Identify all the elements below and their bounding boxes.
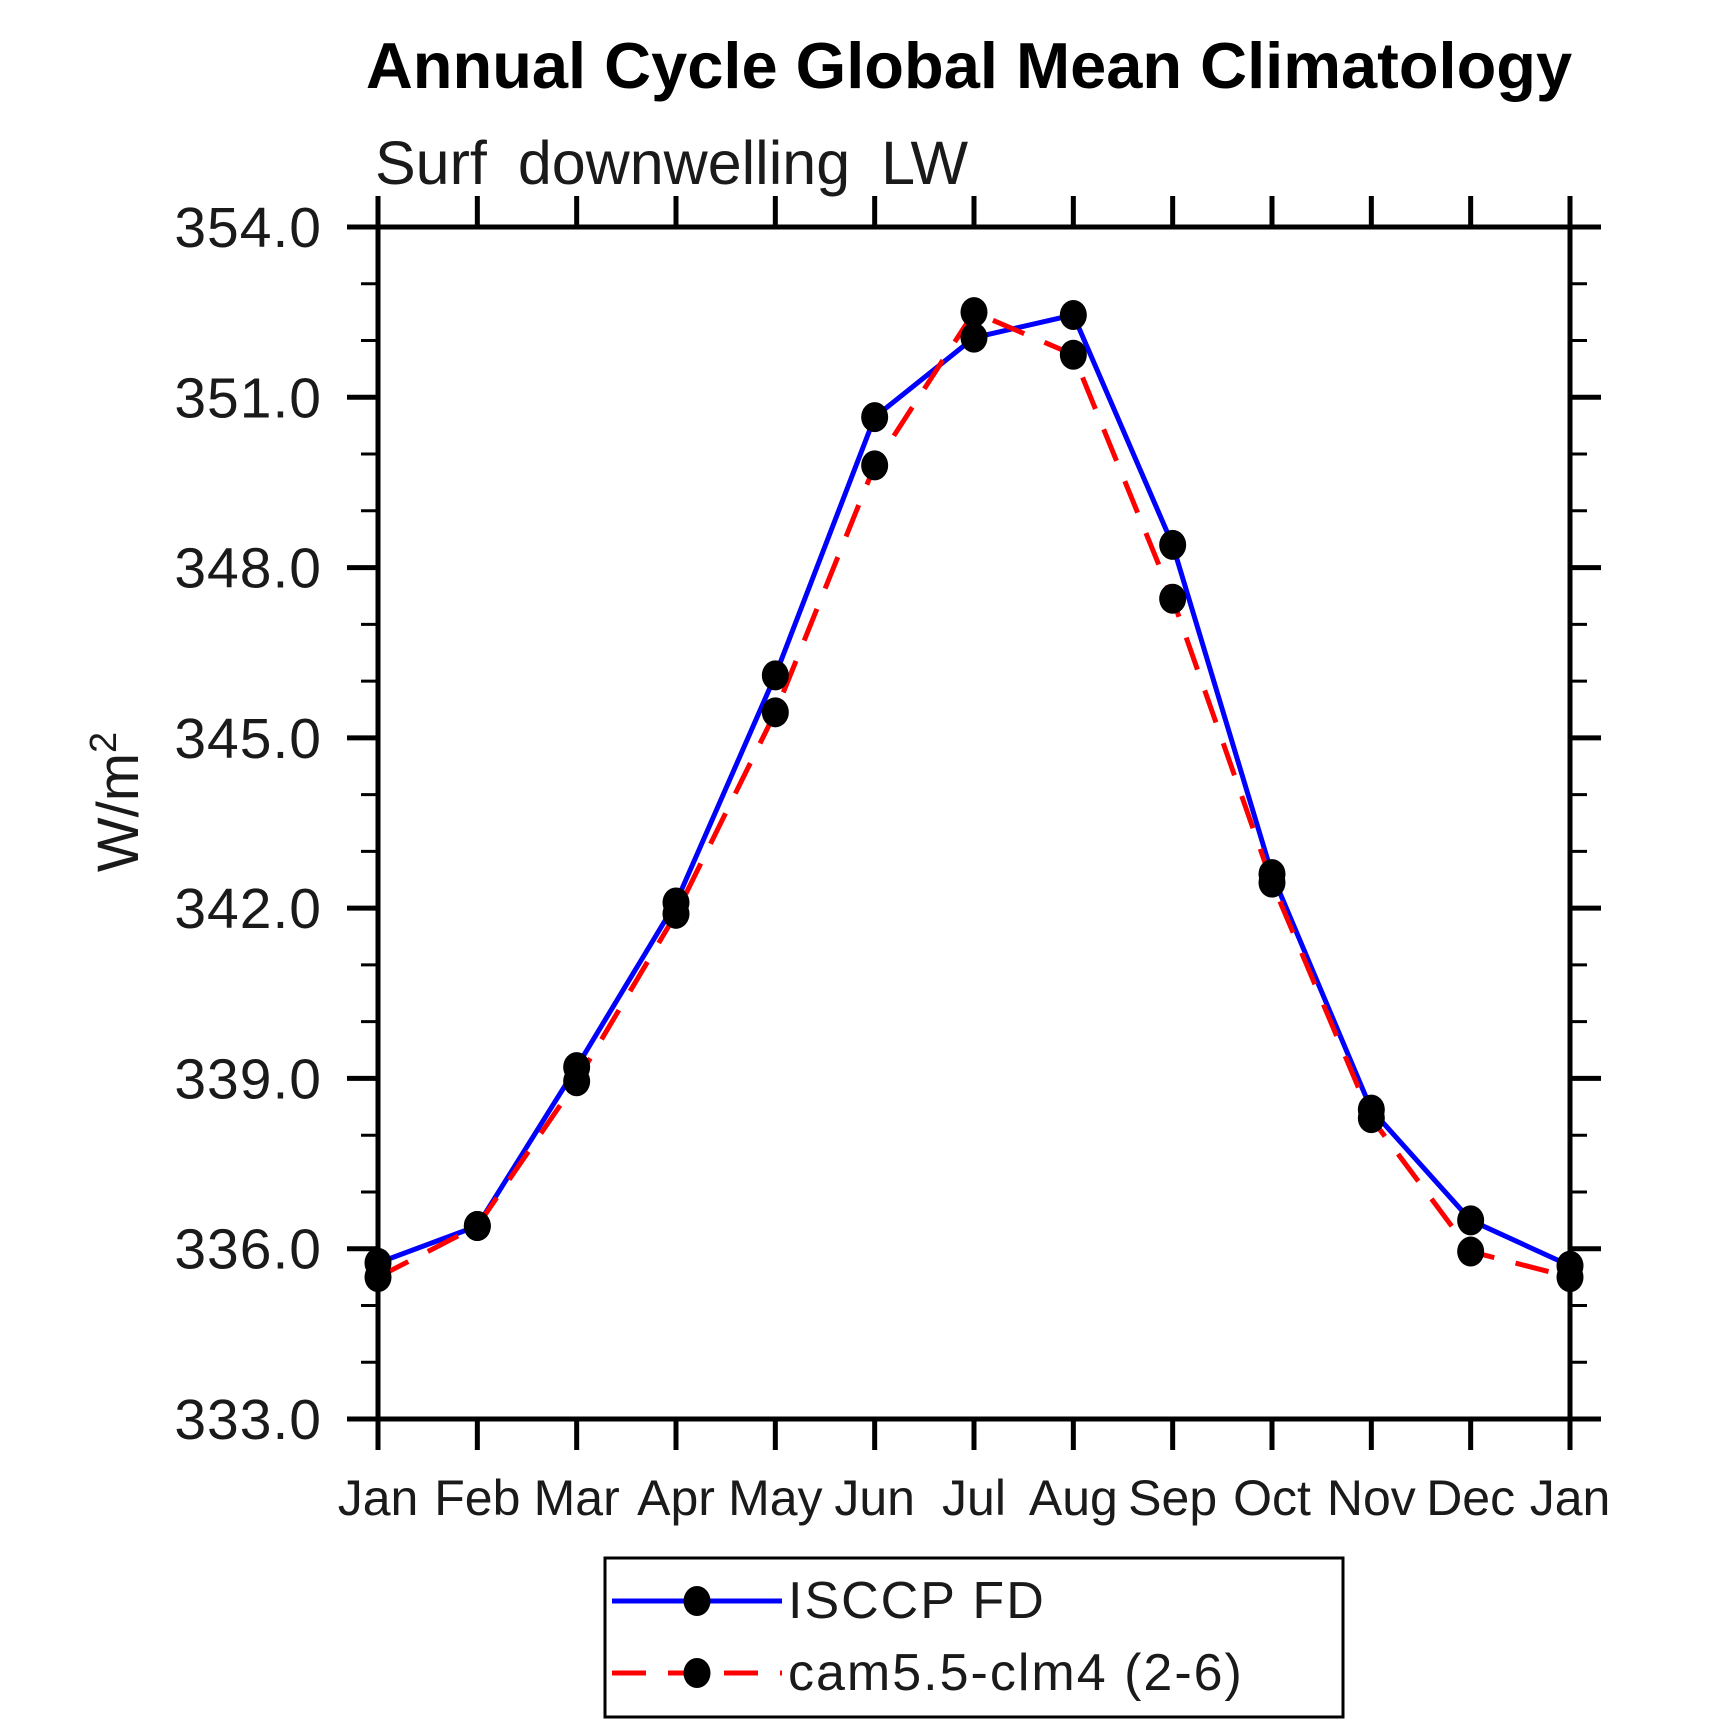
x-tick-label: Apr — [637, 1470, 715, 1526]
legend-entry-label: cam5.5-clm4 (2-6) — [788, 1644, 1244, 1702]
x-tick-label: Jul — [942, 1470, 1006, 1526]
data-point-marker — [1556, 1262, 1584, 1293]
y-axis-title-base: W/m — [86, 753, 151, 872]
data-point-marker — [1159, 583, 1187, 614]
x-tick-label: Jan — [338, 1470, 419, 1526]
data-point-marker — [1457, 1236, 1485, 1267]
data-point-marker — [1159, 529, 1187, 560]
y-tick-label: 354.0 — [174, 196, 322, 260]
data-point-marker — [1357, 1103, 1385, 1134]
data-point-marker — [1457, 1205, 1485, 1236]
data-point-marker — [861, 450, 889, 481]
x-tick-label: Mar — [534, 1470, 620, 1526]
data-point-marker — [463, 1211, 491, 1242]
axis-labels: Jan Feb Mar Apr May Jun Jul Aug Sep Oct Nov Dec Jan 3… — [174, 196, 1610, 1526]
data-point-marker — [1059, 339, 1087, 370]
data-point-marker — [761, 660, 789, 691]
plot-frame — [375, 224, 1573, 1422]
data-point-marker — [563, 1066, 591, 1097]
x-tick-label: Dec — [1426, 1470, 1515, 1526]
legend-marker — [683, 1586, 711, 1616]
series-line-isccp-fd — [377, 312, 1572, 1269]
data-point-marker — [861, 402, 889, 433]
y-tick-label: 336.0 — [174, 1218, 322, 1282]
x-tick-label: Jun — [834, 1470, 915, 1526]
x-tick-label: May — [728, 1470, 822, 1526]
chart-subtitle: Surf downwelling LW — [375, 129, 968, 197]
y-tick-label: 342.0 — [174, 877, 322, 941]
x-tick-label: Jan — [1530, 1470, 1611, 1526]
y-tick-label: 348.0 — [174, 537, 322, 601]
data-point-marker — [662, 898, 690, 929]
x-tick-label: Oct — [1233, 1470, 1311, 1526]
data-point-marker — [960, 297, 988, 328]
y-tick-label: 351.0 — [174, 366, 322, 430]
data-point-marker — [1059, 299, 1087, 330]
y-tick-label: 333.0 — [174, 1388, 322, 1452]
legend-entry-label: ISCCP FD — [788, 1572, 1046, 1630]
x-tick-label: Sep — [1128, 1470, 1217, 1526]
y-tick-label: 345.0 — [174, 707, 322, 771]
x-tick-label: Aug — [1029, 1470, 1118, 1526]
legend-box: ISCCP FD cam5.5-clm4 (2-6) — [603, 1556, 1345, 1719]
data-point-marker — [960, 322, 988, 353]
data-point-marker — [1258, 867, 1286, 898]
chart-title: Annual Cycle Global Mean Climatology — [366, 29, 1572, 102]
x-tick-label: Feb — [434, 1470, 520, 1526]
plot-series — [364, 297, 1584, 1293]
data-point-marker — [761, 697, 789, 728]
y-axis-title-exponent: 2 — [83, 732, 125, 753]
y-tick-label: 339.0 — [174, 1047, 322, 1111]
axes — [347, 196, 1601, 1450]
legend-marker — [683, 1658, 711, 1688]
x-tick-label: Nov — [1327, 1470, 1416, 1526]
y-axis-title: W/m2 — [83, 732, 151, 872]
data-point-marker — [364, 1262, 392, 1293]
legend-frame — [603, 1556, 1345, 1719]
